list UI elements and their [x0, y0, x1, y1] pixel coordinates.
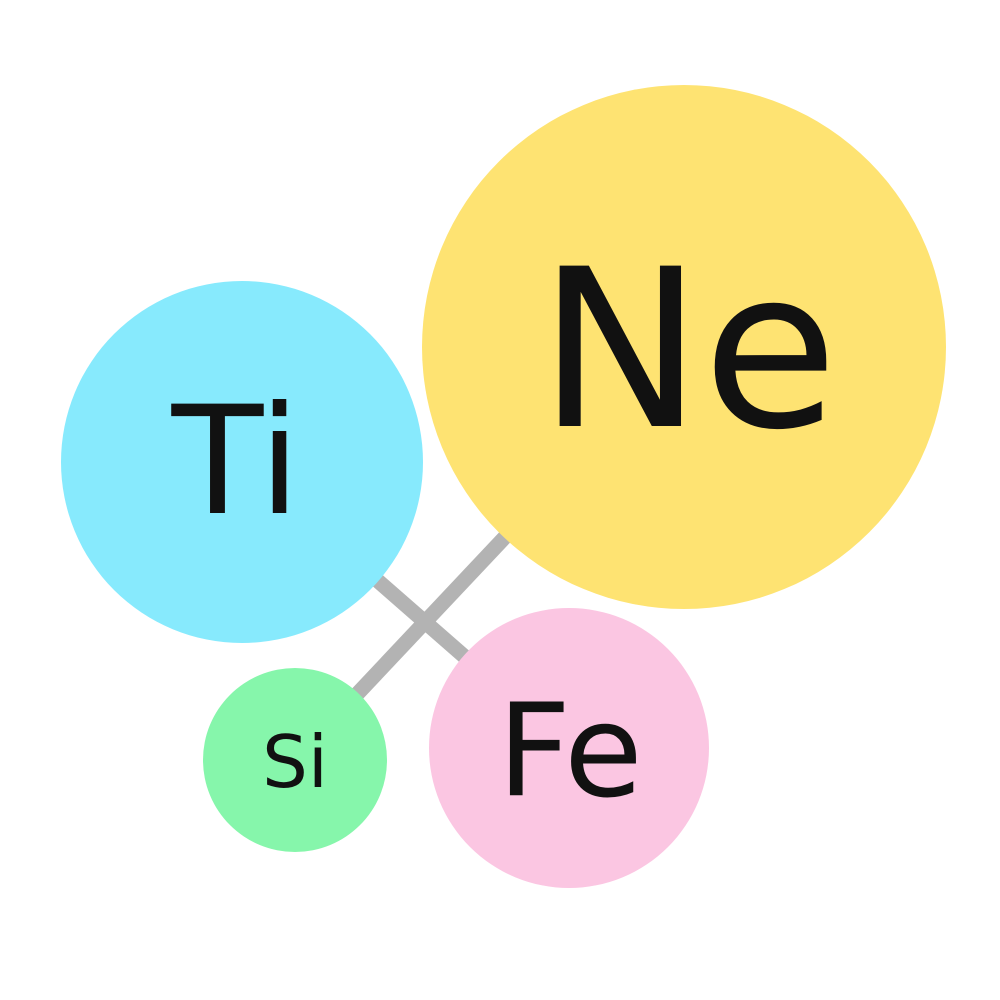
atom-ti: Ti — [61, 281, 423, 643]
atom-fe: Fe — [429, 608, 709, 888]
atom-si: Si — [203, 668, 387, 852]
atom-fe-label: Fe — [497, 678, 642, 827]
atom-si-label: Si — [262, 720, 328, 804]
atom-fe-circle — [429, 608, 709, 888]
atom-ne-label: Ne — [538, 222, 838, 478]
atom-si-circle — [203, 668, 387, 852]
atom-ne-circle — [422, 85, 946, 609]
atom-ne: Ne — [422, 85, 946, 609]
atom-ti-label: Ti — [171, 375, 301, 549]
atom-ti-circle — [61, 281, 423, 643]
